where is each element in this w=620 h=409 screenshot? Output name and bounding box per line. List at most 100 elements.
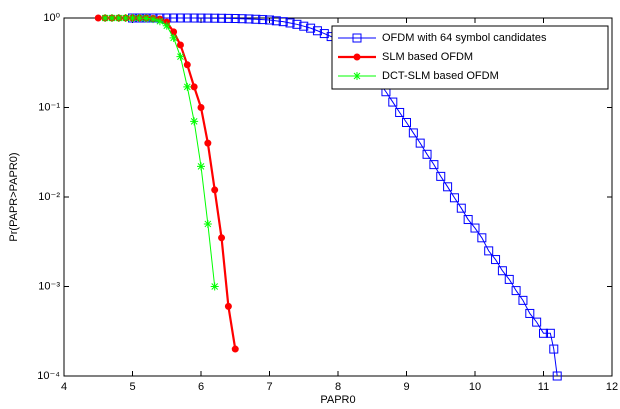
marker-square [292, 19, 302, 29]
y-axis-label: Pr(PAPR>PAPR0) [8, 152, 20, 241]
x-tick-label: 9 [403, 381, 409, 393]
marker-square [169, 13, 179, 23]
x-tick-label: 4 [61, 381, 67, 393]
marker-square [210, 13, 220, 23]
marker-square [299, 21, 309, 31]
marker-star [107, 14, 116, 22]
marker-star [176, 52, 185, 61]
marker-square [395, 107, 405, 117]
marker-square [504, 274, 514, 284]
marker-square [230, 14, 240, 24]
marker-square [306, 23, 316, 33]
marker-square [484, 246, 494, 256]
marker-square [271, 16, 281, 26]
marker-square [525, 308, 535, 318]
marker-square [265, 15, 274, 25]
marker-square [388, 97, 398, 107]
marker-square [511, 286, 521, 296]
marker-square [237, 14, 247, 24]
marker-star [128, 14, 137, 22]
marker-square [196, 13, 206, 23]
marker-square [539, 328, 548, 338]
marker-square [217, 13, 227, 23]
marker-square [415, 138, 425, 148]
x-tick-label: 5 [129, 381, 135, 393]
marker-circle [197, 104, 205, 111]
x-tick-label: 10 [469, 381, 481, 393]
legend-label: SLM based OFDM [382, 51, 473, 63]
marker-circle [94, 14, 102, 22]
marker-star [101, 14, 110, 22]
marker-square [532, 317, 542, 327]
marker-square [244, 14, 254, 24]
marker-square [470, 223, 480, 233]
marker-square [456, 203, 466, 213]
marker-square [552, 371, 562, 381]
marker-star [210, 282, 219, 291]
marker-star [203, 219, 212, 228]
marker-square [429, 160, 439, 170]
marker-star [162, 21, 171, 30]
marker-square [463, 215, 473, 225]
marker-square [203, 13, 213, 23]
marker-square [491, 255, 501, 265]
marker-square [422, 149, 432, 159]
x-tick-label: 11 [538, 381, 549, 393]
marker-square [312, 26, 322, 36]
y-tick-label: 10⁻¹ [38, 101, 60, 113]
marker-star [114, 14, 123, 22]
marker-circle [190, 83, 198, 91]
x-axis-label: PAPR0 [320, 394, 355, 406]
marker-star [121, 14, 130, 22]
marker-square [175, 13, 185, 23]
marker-square [497, 266, 507, 276]
legend-label: OFDM with 64 symbol candidates [382, 32, 547, 44]
marker-square [352, 33, 362, 43]
marker-circle [218, 234, 226, 242]
marker-star [353, 72, 361, 80]
marker-star [155, 17, 164, 26]
marker-square [549, 344, 559, 354]
marker-square [189, 13, 199, 23]
marker-square [402, 117, 411, 127]
marker-square [449, 193, 459, 203]
marker-square [278, 17, 288, 27]
y-tick-label: 10⁰ [43, 12, 60, 24]
x-tick-label: 8 [335, 381, 341, 393]
marker-square [319, 29, 329, 39]
marker-star [197, 162, 205, 171]
marker-circle [211, 186, 219, 194]
x-tick-label: 6 [198, 381, 204, 393]
marker-square [258, 15, 268, 25]
marker-square [545, 328, 555, 338]
marker-square [182, 13, 192, 23]
marker-square [223, 13, 233, 23]
y-tick-label: 10⁻⁴ [37, 370, 60, 382]
marker-star [149, 15, 158, 24]
marker-square [408, 128, 418, 138]
marker-circle [224, 302, 232, 310]
legend-box [331, 25, 609, 90]
marker-square [518, 295, 528, 305]
marker-square [443, 182, 453, 192]
marker-star [183, 82, 192, 91]
marker-circle [231, 345, 239, 353]
marker-star [190, 117, 199, 126]
marker-square [436, 171, 446, 181]
marker-star [169, 33, 178, 42]
x-tick-label: 12 [606, 381, 618, 393]
marker-star [142, 14, 151, 23]
y-tick-label: 10⁻² [38, 191, 60, 203]
marker-circle [176, 41, 184, 49]
marker-circle [204, 139, 212, 147]
legend-label: DCT-SLM based OFDM [382, 70, 499, 82]
x-tick-label: 7 [266, 381, 272, 393]
y-tick-label: 10⁻³ [38, 280, 60, 292]
marker-circle [183, 61, 191, 69]
marker-square [285, 18, 295, 28]
marker-square [251, 14, 261, 24]
marker-star [135, 14, 144, 22]
marker-circle [353, 53, 361, 61]
